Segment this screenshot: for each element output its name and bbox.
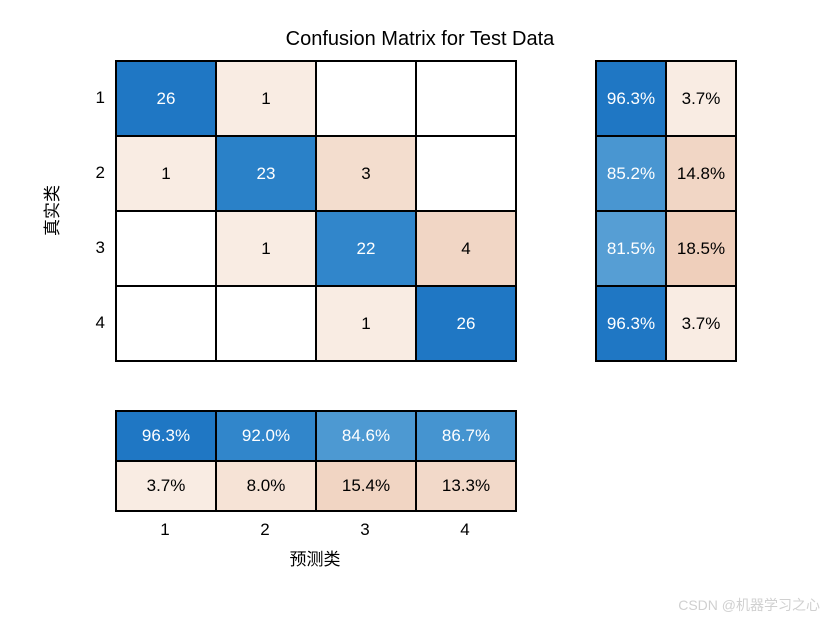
col-summary-cell: 92.0% [216, 411, 316, 461]
watermark-text: CSDN @机器学习之心 [678, 595, 820, 615]
x-tick-label: 4 [415, 520, 515, 540]
y-tick-label: 4 [80, 313, 105, 333]
col-summary-cell: 3.7% [116, 461, 216, 511]
col-summary-cell: 13.3% [416, 461, 516, 511]
col-summary-cell: 84.6% [316, 411, 416, 461]
col-summary-matrix: 96.3%92.0%84.6%86.7% 3.7%8.0%15.4%13.3% [115, 410, 517, 512]
matrix-cell [116, 286, 216, 361]
matrix-cell: 1 [116, 136, 216, 211]
y-axis-label: 真实类 [40, 60, 60, 360]
col-summary-cell: 8.0% [216, 461, 316, 511]
chart-title: Confusion Matrix for Test Data [0, 28, 840, 51]
matrix-cell: 4 [416, 211, 516, 286]
matrix-cell: 26 [416, 286, 516, 361]
y-tick-label: 3 [80, 238, 105, 258]
matrix-cell [416, 136, 516, 211]
row-summary-cell: 3.7% [666, 286, 736, 361]
x-tick-label: 2 [215, 520, 315, 540]
matrix-cell: 1 [316, 286, 416, 361]
matrix-cell [316, 61, 416, 136]
row-summary-cell: 85.2% [596, 136, 666, 211]
row-summary-cell: 3.7% [666, 61, 736, 136]
row-summary-cell: 96.3% [596, 286, 666, 361]
x-axis-label: 预测类 [115, 545, 515, 570]
y-tick-label: 2 [80, 163, 105, 183]
y-tick-label: 1 [80, 88, 105, 108]
matrix-cell: 3 [316, 136, 416, 211]
matrix-cell [216, 286, 316, 361]
matrix-cell [416, 61, 516, 136]
x-tick-label: 1 [115, 520, 215, 540]
row-summary-cell: 14.8% [666, 136, 736, 211]
col-summary-cell: 86.7% [416, 411, 516, 461]
row-summary-cell: 81.5% [596, 211, 666, 286]
matrix-cell: 1 [216, 211, 316, 286]
matrix-cell: 26 [116, 61, 216, 136]
row-summary-cell: 96.3% [596, 61, 666, 136]
col-summary-cell: 96.3% [116, 411, 216, 461]
x-tick-label: 3 [315, 520, 415, 540]
row-summary-cell: 18.5% [666, 211, 736, 286]
matrix-cell: 1 [216, 61, 316, 136]
matrix-cell [116, 211, 216, 286]
row-summary-matrix: 96.3%3.7%85.2%14.8%81.5%18.5%96.3%3.7% [595, 60, 737, 362]
matrix-cell: 22 [316, 211, 416, 286]
chart-container: Confusion Matrix for Test Data 真实类 26112… [0, 0, 840, 630]
confusion-matrix: 26112331224126 [115, 60, 517, 362]
matrix-cell: 23 [216, 136, 316, 211]
col-summary-cell: 15.4% [316, 461, 416, 511]
